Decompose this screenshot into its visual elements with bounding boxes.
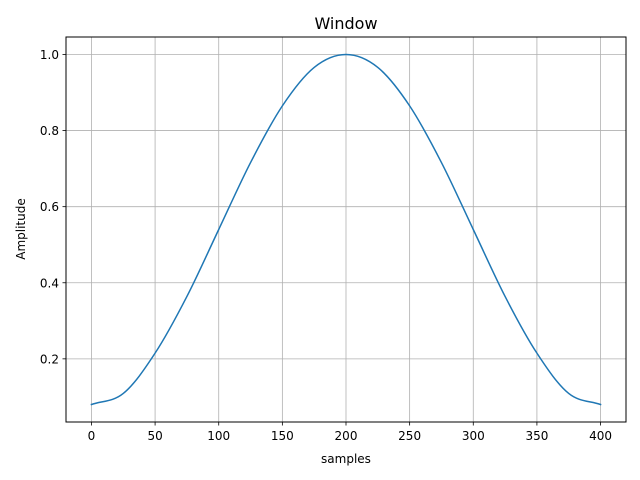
x-tick-label: 400: [589, 429, 612, 443]
window-line: [90, 53, 602, 406]
x-tick-label: 50: [147, 429, 162, 443]
ticks: 0 50 100 150 200 250 300 350 400 0.2 0.4 0.6 0.8 1.0: [40, 48, 612, 443]
x-tick-label: 0: [88, 429, 96, 443]
y-tick-label: 0.8: [40, 124, 59, 138]
x-axis-label: samples: [321, 452, 371, 466]
y-axis-label: Amplitude: [14, 198, 28, 260]
chart-title: Window: [314, 14, 377, 33]
x-tick-label: 100: [207, 429, 230, 443]
x-tick-label: 200: [335, 429, 358, 443]
x-tick-label: 150: [271, 429, 294, 443]
x-tick-label: 250: [398, 429, 421, 443]
y-tick-label: 1.0: [40, 48, 59, 62]
y-tick-label: 0.6: [40, 200, 59, 214]
y-tick-label: 0.4: [40, 276, 59, 290]
y-tick-label: 0.2: [40, 352, 59, 366]
x-tick-label: 350: [525, 429, 548, 443]
x-tick-label: 300: [462, 429, 485, 443]
plot-lines: [90, 53, 602, 406]
